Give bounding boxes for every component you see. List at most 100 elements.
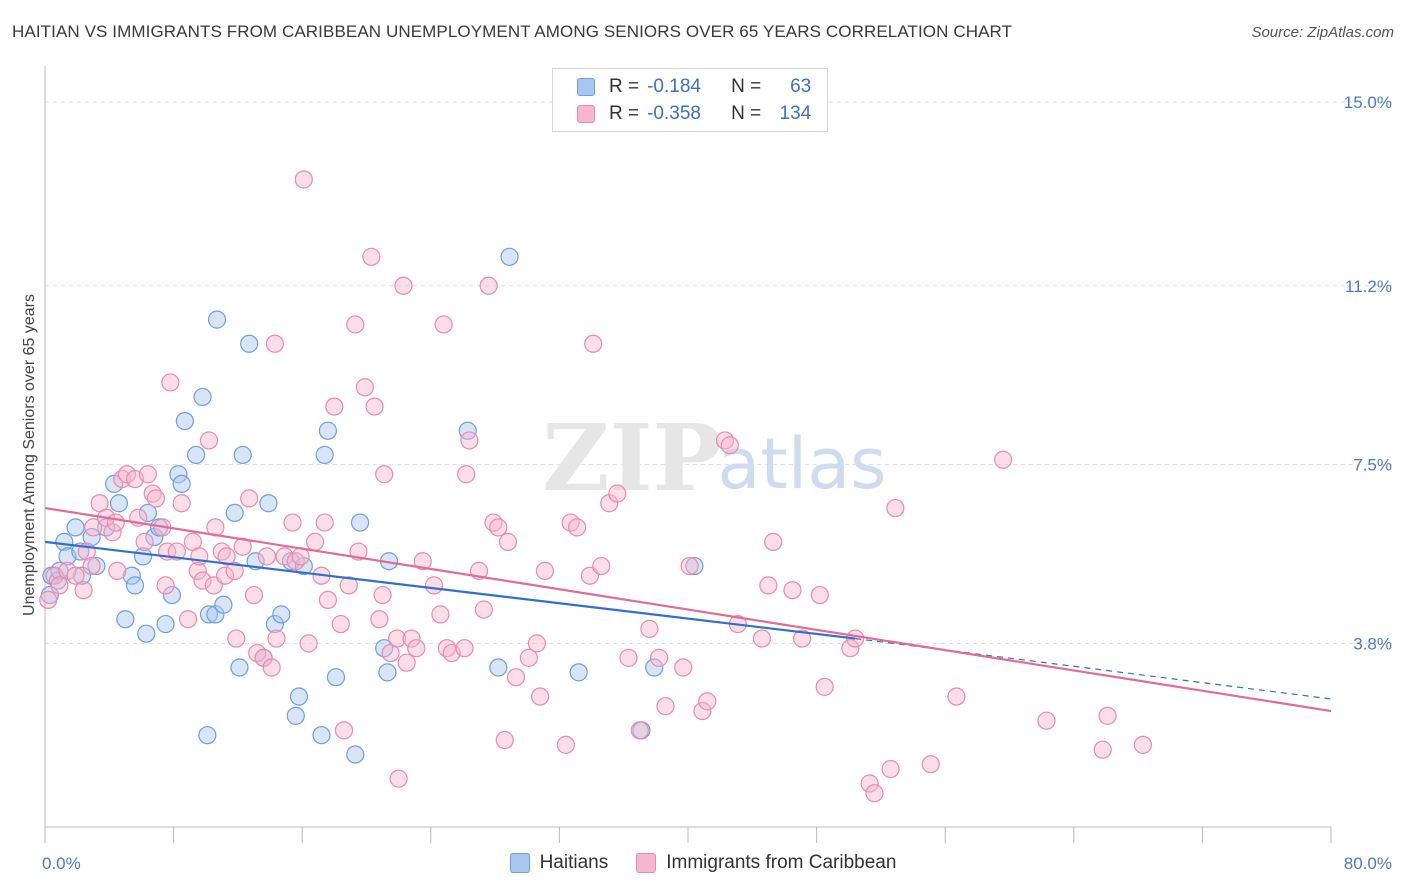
- caribbean-point: [457, 465, 476, 484]
- chart-source: Source: ZipAtlas.com: [1251, 24, 1394, 41]
- y-tick-label: 7.5%: [1353, 456, 1392, 475]
- n-value: 134: [779, 103, 812, 124]
- stats-row-haitians: R = -0.184 N = 63: [553, 74, 811, 100]
- n-label: N =: [731, 103, 762, 124]
- haitians-point: [156, 614, 175, 634]
- r-value: -0.184: [647, 76, 701, 97]
- caribbean-point: [108, 561, 127, 580]
- caribbean-point: [752, 629, 772, 648]
- haitians-point: [162, 585, 182, 605]
- caribbean-point: [519, 648, 538, 667]
- watermark: ZIP atlas: [542, 404, 886, 512]
- caribbean-point: [275, 547, 294, 566]
- haitians-point: [265, 614, 284, 634]
- caribbean-point: [815, 677, 834, 696]
- caribbean-point: [331, 614, 350, 634]
- caribbean-point: [318, 590, 338, 609]
- haitians-point: [230, 658, 249, 677]
- y-tick-labels: 3.8% 7.5% 11.2% 15.0%: [1344, 93, 1392, 653]
- caribbean-point: [640, 619, 659, 638]
- caribbean-point: [375, 465, 394, 484]
- n-label: N =: [731, 76, 762, 97]
- caribbean-point: [1093, 740, 1112, 759]
- caribbean-point: [240, 489, 259, 508]
- caribbean-point: [305, 532, 325, 551]
- haitians-point: [87, 556, 106, 576]
- y-tick-label: 15.0%: [1344, 93, 1392, 112]
- r-label: R =: [609, 76, 640, 97]
- caribbean-point: [434, 315, 453, 334]
- caribbean-point: [66, 566, 85, 585]
- caribbean-point: [82, 556, 101, 576]
- caribbean-point: [244, 585, 264, 605]
- caribbean-swatch: [577, 105, 595, 123]
- haitians-point: [66, 518, 85, 537]
- legend-item-caribbean: Immigrants from Caribbean: [636, 852, 896, 874]
- x-tick-label: 0.0%: [42, 854, 81, 873]
- axes: [44, 66, 1332, 843]
- caribbean-point: [424, 576, 444, 595]
- caribbean-point: [489, 518, 508, 537]
- caribbean-point: [143, 484, 162, 503]
- caribbean-point: [407, 639, 426, 658]
- stats-row-caribbean: R = -0.358 N = 134: [553, 101, 811, 127]
- caribbean-point: [339, 576, 358, 595]
- legend-swatch-haitians: [509, 853, 530, 873]
- caribbean-point: [680, 556, 699, 576]
- caribbean-point: [865, 784, 884, 803]
- n-value: 63: [790, 76, 812, 97]
- caribbean-point: [355, 378, 374, 397]
- x-tick-label: 80.0%: [1344, 854, 1392, 873]
- caribbean-point: [190, 547, 209, 566]
- haitians-point: [225, 503, 244, 523]
- haitians-point: [645, 658, 664, 677]
- caribbean-point: [334, 721, 354, 740]
- haitians-point: [315, 445, 334, 465]
- caribbean-point: [556, 735, 575, 754]
- caribbean-point: [1098, 706, 1117, 725]
- haitians-point: [187, 445, 206, 465]
- haitians-point: [233, 445, 252, 465]
- caribbean-point: [498, 532, 518, 551]
- caribbean-point: [649, 648, 669, 667]
- haitians-point: [289, 687, 309, 706]
- caribbean-point: [495, 730, 514, 750]
- caribbean-point: [506, 668, 526, 687]
- haitians-point: [500, 247, 519, 266]
- haitians-point: [109, 494, 129, 513]
- caribbean-point: [921, 755, 940, 774]
- caribbean-point: [294, 170, 313, 189]
- caribbean-point: [479, 276, 498, 295]
- caribbean-point: [608, 484, 627, 503]
- haitians-point: [138, 503, 157, 523]
- haitians-trend-line: [44, 540, 856, 640]
- caribbean-point: [103, 523, 122, 542]
- caribbean-point: [394, 276, 413, 295]
- chart-title: HAITIAN VS IMMIGRANTS FROM CARIBBEAN UNE…: [12, 22, 1013, 41]
- caribbean-point: [227, 629, 246, 648]
- caribbean-point: [267, 629, 286, 648]
- caribbean-point: [567, 518, 587, 537]
- caribbean-point: [283, 513, 302, 532]
- legend-label-caribbean: Immigrants from Caribbean: [666, 852, 897, 873]
- caribbean-point: [188, 561, 207, 580]
- caribbean-point: [886, 498, 905, 518]
- haitians-point: [312, 726, 331, 745]
- caribbean-point: [1037, 711, 1056, 730]
- caribbean-point: [156, 576, 175, 595]
- y-axis-label: Unemployment Among Seniors over 65 years: [21, 294, 38, 616]
- caribbean-point: [50, 576, 69, 595]
- haitians-point: [125, 576, 145, 595]
- watermark-zip: ZIP: [542, 404, 721, 512]
- caribbean-point: [881, 759, 900, 779]
- r-value: -0.358: [647, 103, 701, 124]
- caribbean-point: [39, 590, 58, 609]
- caribbean-point: [535, 561, 555, 580]
- caribbean-point: [389, 769, 408, 788]
- haitians-point: [172, 474, 191, 494]
- caribbean-point: [138, 465, 157, 484]
- haitians-point: [72, 566, 92, 585]
- haitians-point: [378, 663, 397, 682]
- caribbean-trend-line: [44, 506, 1332, 713]
- caribbean-point: [265, 334, 284, 353]
